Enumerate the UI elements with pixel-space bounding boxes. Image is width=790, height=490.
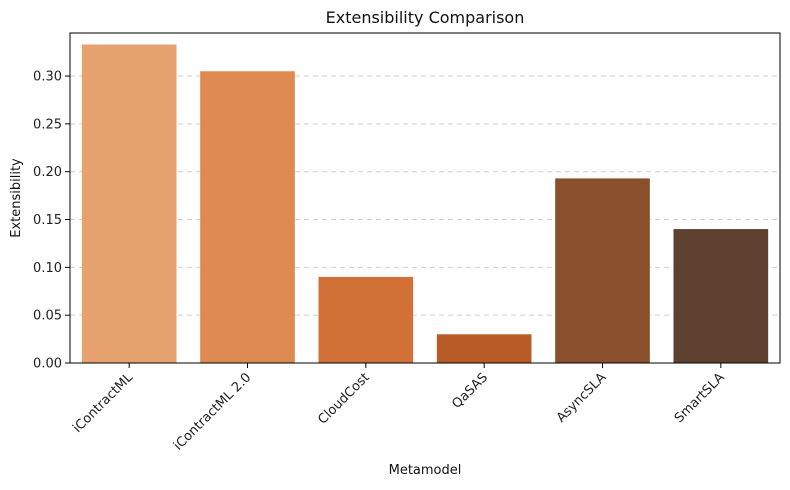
bar-smartsla xyxy=(673,229,769,363)
x-axis-ticks: iContractML iContractML 2.0 CloudCost QaSAS… xyxy=(70,363,728,454)
chart-title: Extensibility Comparison xyxy=(326,8,525,27)
plot-frame xyxy=(69,32,781,364)
y-tick-label: 0.30 xyxy=(33,70,62,85)
bars xyxy=(81,44,769,364)
y-tick-label: 0.05 xyxy=(33,309,62,324)
bar-asyncsla xyxy=(555,178,650,363)
x-tick-label: SmartSLA xyxy=(672,370,728,426)
x-tick-label: iContractML 2.0 xyxy=(171,370,254,453)
y-axis-label: Extensibility xyxy=(9,158,24,238)
x-axis-label: Metamodel xyxy=(389,463,462,478)
y-tick-label: 0.15 xyxy=(33,213,62,228)
y-tick-label: 0.10 xyxy=(33,261,62,276)
y-tick-label: 0.00 xyxy=(33,357,62,372)
x-tick-label: AsyncSLA xyxy=(554,370,610,426)
x-tick-label: iContractML xyxy=(70,370,136,436)
x-tick-label: QaSAS xyxy=(449,370,491,412)
x-tick-label: CloudCost xyxy=(315,370,372,427)
gridlines xyxy=(70,75,780,364)
bar-icontractml xyxy=(81,44,177,363)
y-tick-label: 0.25 xyxy=(33,117,62,132)
y-tick-label: 0.20 xyxy=(33,165,62,180)
y-axis-ticks: 0.00 0.05 0.10 0.15 0.20 0.25 0.30 xyxy=(33,70,70,372)
bar-icontractml-2-0 xyxy=(200,71,295,364)
bar-cloudcost xyxy=(318,276,414,363)
bar-qasas xyxy=(436,334,532,363)
